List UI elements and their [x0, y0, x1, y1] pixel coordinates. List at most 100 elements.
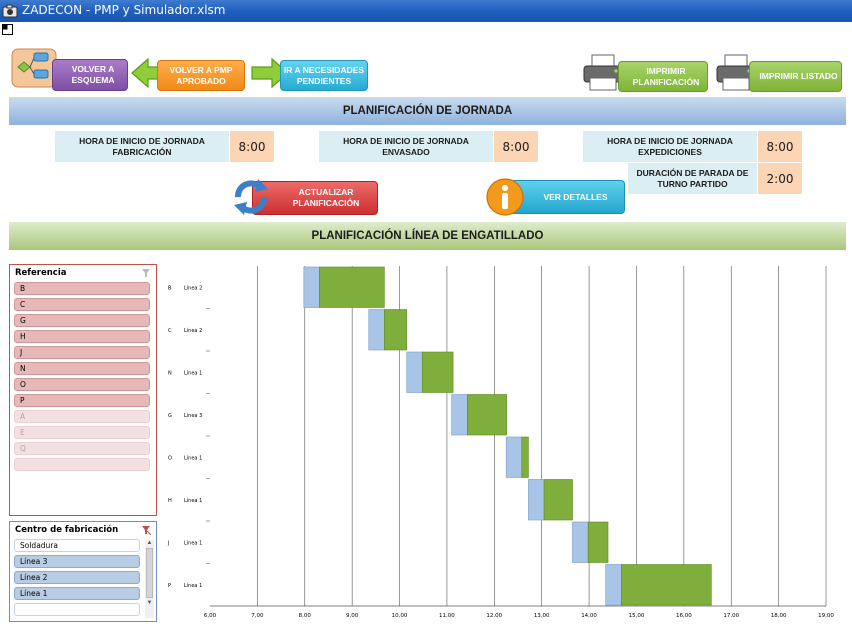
setup-bar	[406, 351, 423, 393]
referencia-item[interactable]: C	[14, 298, 150, 311]
production-bar	[384, 309, 407, 351]
x-tick-label: 6,00	[204, 613, 217, 619]
green-arrow-right-icon	[251, 57, 289, 89]
x-tick-label: 17,00	[723, 613, 739, 619]
inicio-envasado-value[interactable]: 8:00	[494, 131, 538, 162]
x-tick-label: 19,00	[818, 613, 834, 619]
centro-slicer-title: Centro de fabricación	[15, 525, 119, 535]
row-ref-label: B	[168, 285, 172, 291]
centro-item[interactable]: Línea 2	[14, 571, 140, 584]
printer-icon	[583, 54, 623, 91]
row-ref-label: O	[168, 455, 172, 461]
section-title: PLANIFICACIÓN LÍNEA DE ENGATILLADO	[9, 222, 846, 250]
page-title: PLANIFICACIÓN DE JORNADA	[9, 97, 846, 125]
centro-item[interactable]: Línea 3	[14, 555, 140, 568]
scroll-up-arrow-icon[interactable]: ▲	[146, 540, 153, 546]
referencia-item[interactable]: B	[14, 282, 150, 295]
row-ref-label: C	[168, 328, 172, 334]
referencia-item[interactable]: J	[14, 346, 150, 359]
info-icon[interactable]	[485, 177, 525, 217]
inicio-expediciones-label: HORA DE INICIO DE JORNADA EXPEDICIONES	[583, 131, 757, 162]
volver-pmp-button[interactable]: VOLVER A PMP APROBADO	[157, 60, 245, 91]
scroll-down-arrow-icon[interactable]: ▼	[146, 600, 153, 606]
centro-fabricacion-slicer: Centro de fabricación Soldadura Línea 3 Lí…	[9, 521, 157, 622]
centro-item[interactable]: Soldadura	[14, 539, 140, 552]
row-ref-label: P	[168, 583, 171, 589]
row-ref-label: H	[168, 498, 172, 504]
referencia-item[interactable]: E	[14, 426, 150, 439]
centro-item[interactable]	[14, 603, 140, 616]
x-tick-label: 8,00	[299, 613, 312, 619]
setup-bar	[451, 394, 468, 436]
x-tick-label: 12,00	[486, 613, 502, 619]
row-ref-label: J	[167, 540, 169, 546]
volver-esquema-button[interactable]: VOLVER A ESQUEMA	[52, 59, 128, 91]
setup-bar	[605, 564, 622, 606]
x-tick-label: 15,00	[629, 613, 645, 619]
row-line-label: Línea 1	[184, 582, 202, 589]
referencia-item[interactable]: N	[14, 362, 150, 375]
row-line-label: Línea 3	[184, 412, 202, 419]
gantt-chart: 6,00 7,00 8,00 9,00 10,00 11,00 12,00 13,00 14,0…	[167, 266, 834, 619]
centro-item[interactable]: Línea 1	[14, 587, 140, 600]
inicio-envasado-label: HORA DE INICIO DE JORNADA ENVASADO	[319, 131, 493, 162]
production-bar	[587, 521, 609, 563]
row-ref-label: G	[168, 413, 172, 419]
production-bar	[466, 394, 507, 436]
x-tick-label: 13,00	[534, 613, 550, 619]
inicio-fabricacion-value[interactable]: 8:00	[230, 131, 274, 162]
inicio-fabricacion-label: HORA DE INICIO DE JORNADA FABRICACIÓN	[55, 131, 229, 162]
referencia-item[interactable]: H	[14, 330, 150, 343]
title-bar: ZADECON - PMP y Simulador.xlsm	[0, 0, 852, 22]
imprimir-listado-button[interactable]: IMPRIMIR LISTADO	[749, 61, 842, 92]
camera-icon	[2, 4, 18, 18]
referencia-item[interactable]: G	[14, 314, 150, 327]
production-bar	[421, 351, 454, 393]
window-title: ZADECON - PMP y Simulador.xlsm	[22, 3, 226, 17]
x-tick-label: 14,00	[581, 613, 597, 619]
production-bar	[319, 266, 385, 308]
setup-bar	[572, 521, 589, 563]
clear-filter-icon[interactable]	[141, 268, 151, 278]
x-tick-label: 11,00	[439, 613, 455, 619]
x-tick-label: 18,00	[771, 613, 787, 619]
setup-bar	[368, 309, 385, 351]
inicio-expediciones-value[interactable]: 8:00	[758, 131, 802, 162]
referencia-item[interactable]: Q	[14, 442, 150, 455]
referencia-item[interactable]	[14, 458, 150, 471]
x-tick-label: 7,00	[251, 613, 264, 619]
row-line-label: Línea 2	[184, 284, 202, 291]
row-line-label: Línea 1	[184, 497, 202, 504]
referencia-item[interactable]: O	[14, 378, 150, 391]
parada-turno-value[interactable]: 2:00	[758, 163, 802, 194]
sheet-corner-icon[interactable]	[2, 24, 13, 35]
setup-bar	[505, 436, 523, 478]
x-tick-label: 10,00	[392, 613, 408, 619]
flowchart-icon[interactable]	[10, 46, 60, 90]
production-bar	[543, 479, 573, 521]
necesidades-button[interactable]: IR A NECESIDADES PENDIENTES	[280, 60, 368, 91]
clear-filter-icon[interactable]	[141, 525, 151, 535]
scroll-thumb[interactable]	[146, 548, 153, 598]
row-line-label: Línea 1	[184, 539, 202, 546]
actualizar-planificacion-button[interactable]: ACTUALIZAR PLANIFICACIÓN	[252, 181, 378, 215]
row-line-label: Línea 2	[184, 327, 202, 334]
centro-slicer-scrollbar[interactable]: ▲ ▼	[145, 540, 154, 618]
row-line-label: Línea 1	[184, 454, 202, 461]
parada-turno-label: DURACIÓN DE PARADA DE TURNO PARTIDO	[628, 163, 757, 194]
referencia-slicer-title: Referencia	[15, 268, 67, 278]
row-line-label: Línea 1	[184, 369, 202, 376]
imprimir-planificacion-button[interactable]: IMPRIMIR PLANIFICACIÓN	[618, 61, 708, 92]
production-bar	[620, 564, 712, 606]
production-bar	[521, 436, 529, 478]
setup-bar	[528, 479, 545, 521]
referencia-item[interactable]: A	[14, 410, 150, 423]
setup-bar	[303, 266, 320, 308]
x-tick-label: 9,00	[346, 613, 359, 619]
referencia-item[interactable]: P	[14, 394, 150, 407]
printer-icon	[716, 54, 756, 91]
refresh-icon[interactable]	[230, 177, 272, 217]
x-tick-label: 16,00	[676, 613, 692, 619]
